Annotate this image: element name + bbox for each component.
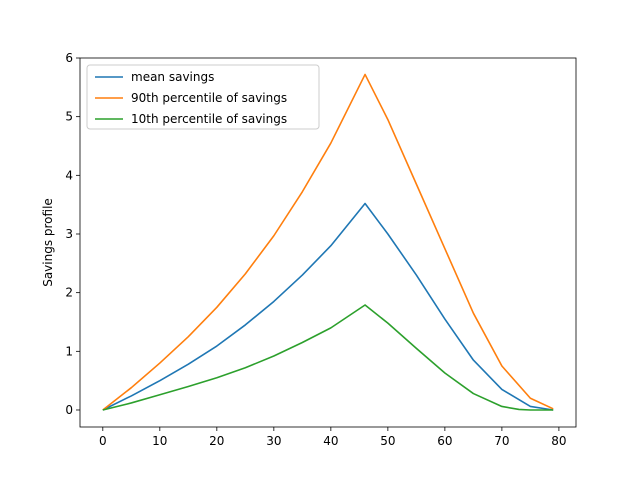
series-line-2 [102,304,554,411]
x-tick-label: 10 [152,434,167,448]
series-line-1 [102,73,554,411]
x-tick-label: 80 [551,434,566,448]
y-tick-label: 1 [65,344,73,358]
x-tick-label: 20 [209,434,224,448]
series-line-0 [102,202,554,411]
legend-label-2: 10th percentile of savings [131,112,287,126]
y-tick-label: 3 [65,227,73,241]
x-tick-label: 0 [99,434,107,448]
y-tick-label: 2 [65,286,73,300]
legend-label-0: mean savings [131,70,214,84]
x-tick-label: 70 [494,434,509,448]
y-tick-label: 5 [65,110,73,124]
y-tick-label: 0 [65,403,73,417]
x-tick-label: 30 [266,434,281,448]
y-tick-label: 6 [65,51,73,65]
y-axis-label: Savings profile [41,198,55,287]
x-tick-label: 40 [323,434,338,448]
legend-label-1: 90th percentile of savings [131,91,287,105]
x-tick-label: 50 [380,434,395,448]
y-tick-label: 4 [65,168,73,182]
x-tick-label: 60 [437,434,452,448]
legend-box [86,64,320,130]
